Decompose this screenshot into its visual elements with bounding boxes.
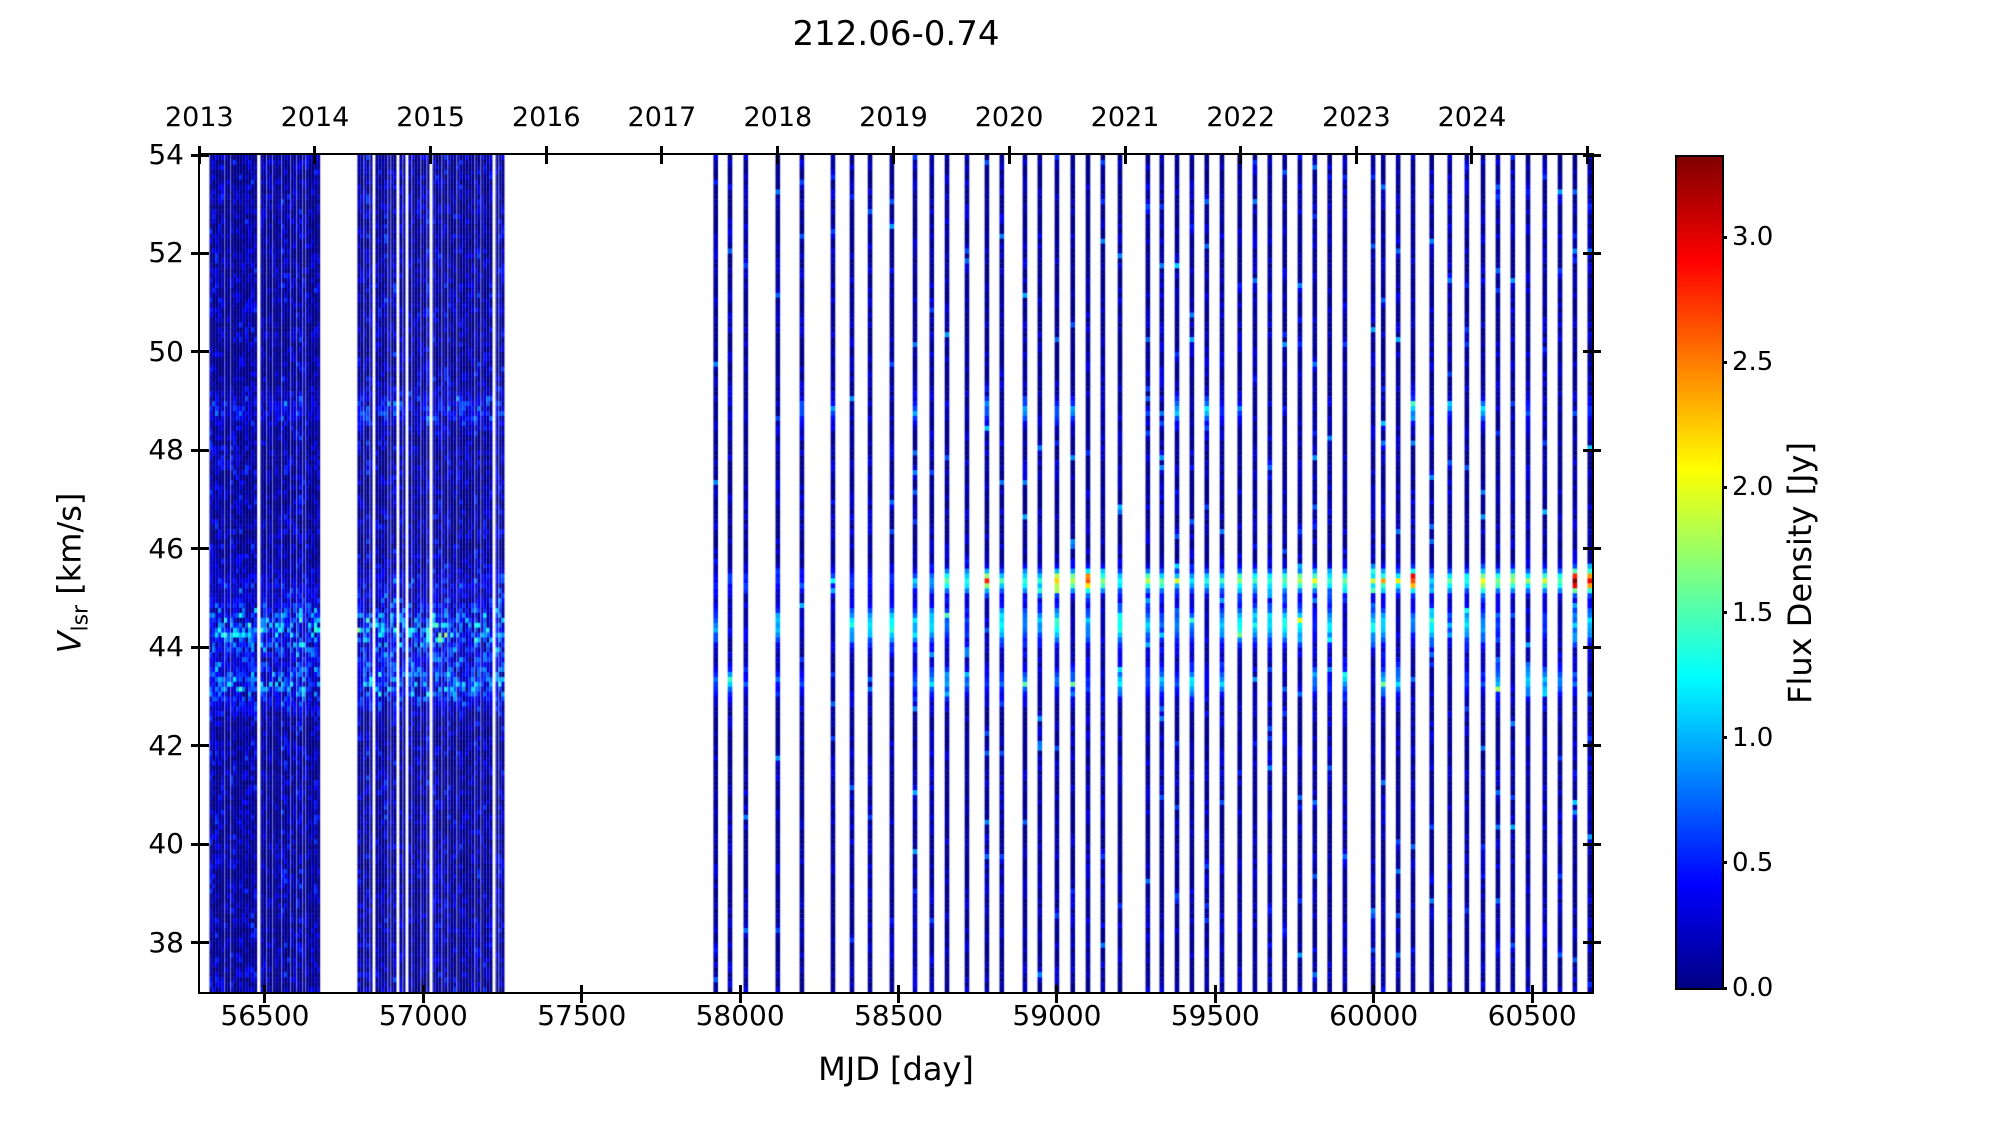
y-tick [191,645,209,649]
year-tick-label: 2017 [627,102,697,133]
year-tick [1470,146,1474,164]
year-tick-label: 2022 [1206,102,1276,133]
year-tick [313,146,317,164]
y-tick [191,842,209,846]
year-tick-label: 2014 [280,102,350,133]
year-tick [660,146,664,164]
year-tick-label: 2016 [511,102,581,133]
x-tick [1530,985,1534,1003]
colorbar-tick-label: 0.0 [1732,973,1774,1003]
colorbar-tick-label: 3.0 [1732,222,1774,253]
colorbar-tick-label: 1.0 [1732,722,1774,753]
x-tick-label: 58500 [853,999,944,1032]
y-tick-label: 42 [148,728,184,762]
y-tick-right [1583,645,1601,649]
year-tick [429,146,433,164]
year-tick-label: 2019 [859,102,928,133]
y-tick [191,941,209,945]
y-tick [191,251,209,255]
chart-title: 212.06-0.74 [792,14,1000,54]
y-axis-subscript: lsr [68,604,94,632]
year-tick [544,146,548,164]
y-tick-label: 46 [148,531,184,565]
y-tick [191,744,209,748]
y-tick-label: 44 [148,630,184,664]
x-tick-label: 59500 [1170,999,1260,1032]
x-tick [1372,985,1376,1003]
y-axis-label: Vlsr [km/s] [50,493,93,654]
x-tick [897,985,901,1003]
x-tick [263,985,267,1003]
y-axis-unit: [km/s] [50,492,89,595]
y-tick [191,448,209,452]
year-tick [776,146,780,164]
colorbar-label: Flux Density [Jy] [1781,442,1819,704]
year-tick-label: 2024 [1437,102,1507,133]
y-tick-label: 38 [148,925,184,959]
x-tick-label: 59000 [1012,999,1102,1032]
year-tick-label: 2013 [165,102,234,133]
year-tick [1239,146,1243,164]
x-tick [580,985,584,1003]
y-tick-right [1583,448,1601,452]
colorbar-tick-label: 2.0 [1732,472,1774,503]
y-tick [191,350,209,354]
y-axis-variable: V [50,631,89,654]
y-tick-right [1583,744,1601,748]
colorbar-tick-label: 0.5 [1732,847,1774,878]
plot-border [198,153,1594,994]
x-tick-label: 56500 [220,999,310,1032]
y-tick-right [1583,941,1601,945]
x-tick-label: 57500 [537,999,627,1032]
y-tick-label: 48 [148,433,184,467]
x-tick [1055,985,1059,1003]
heatmap-canvas [200,155,1592,992]
year-tick-label: 2020 [974,102,1044,133]
x-tick-label: 57000 [378,999,468,1032]
colorbar-tick-label: 1.5 [1732,597,1774,628]
x-tick-label: 60000 [1329,999,1419,1032]
x-tick [738,985,742,1003]
year-tick [1354,146,1358,164]
year-tick-label: 2015 [396,102,465,133]
y-tick-label: 54 [148,138,184,171]
y-tick-right [1583,251,1601,255]
x-tick-label: 60500 [1487,999,1577,1032]
year-tick [1007,146,1011,164]
y-tick-right [1583,842,1601,846]
y-tick-label: 52 [148,236,184,270]
colorbar-gradient [1677,157,1722,988]
y-tick [191,547,209,551]
year-tick-label: 2018 [743,102,813,133]
year-tick-label: 2021 [1090,102,1160,133]
colorbar-tick-label: 2.5 [1732,347,1774,378]
x-tick [1213,985,1217,1003]
colorbar [1675,155,1724,990]
year-tick-label: 2023 [1321,102,1391,133]
y-tick-right [1583,350,1601,354]
x-tick [421,985,425,1003]
year-tick [891,146,895,164]
x-tick-label: 58000 [695,999,785,1032]
y-tick-right [1583,153,1601,157]
y-tick-label: 40 [148,827,184,861]
x-axis-label: MJD [day] [818,1050,974,1088]
y-tick [191,153,209,157]
y-tick-label: 50 [148,334,184,368]
year-tick [1123,146,1127,164]
y-tick-right [1583,547,1601,551]
